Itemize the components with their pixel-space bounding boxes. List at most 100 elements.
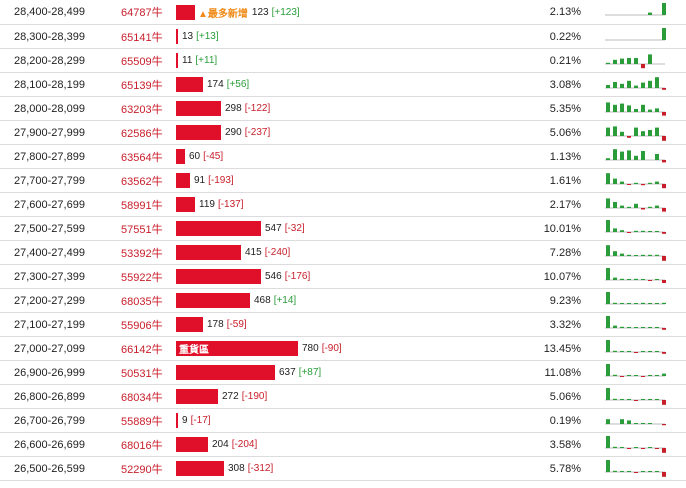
table-row[interactable]: 26,700-26,799 55889牛 9 [-17] 0.19% [0, 409, 686, 433]
warrant-lot[interactable]: 68035牛 [121, 295, 163, 308]
sparkline-bar [613, 178, 617, 184]
sparkline-bar [634, 446, 638, 448]
table-row[interactable]: 27,200-27,299 68035牛 468 [+14] 9.23% [0, 289, 686, 313]
table-row[interactable]: 27,000-27,099 66142牛 重貨區 780 [-90] 13.45% [0, 337, 686, 361]
sparkline-bar [620, 181, 624, 184]
table-row[interactable]: 27,800-27,899 63564牛 60 [-45] 1.13% [0, 145, 686, 169]
volume-change: [+13] [196, 31, 219, 42]
table-row[interactable]: 26,900-26,999 50531牛 637 [+87] 11.08% [0, 361, 686, 385]
sparkline-bar [662, 302, 666, 304]
sparkline-bar [627, 135, 631, 138]
share-percent: 1.61% [549, 174, 581, 187]
sparkline-bar [662, 351, 666, 354]
table-row[interactable]: 28,400-28,499 64787牛 ▲最多新增 123 [+123] 2.13% [0, 0, 686, 25]
sparkline-bar [648, 374, 652, 376]
sparkline-bar [662, 423, 666, 425]
volume-bar-cell: 546 [-176] [176, 265, 536, 288]
sparkline-bar [655, 181, 659, 184]
volume-count: 13 [182, 31, 194, 42]
sparkline-bar [662, 231, 666, 234]
warrant-lot[interactable]: 53392牛 [121, 247, 163, 260]
volume-change: [-32] [284, 223, 305, 234]
warrant-lot[interactable]: 65509牛 [121, 55, 163, 68]
warrant-lot[interactable]: 63562牛 [121, 175, 163, 188]
table-row[interactable]: 27,600-27,699 58991牛 119 [-137] 2.17% [0, 193, 686, 217]
volume-count: 637 [279, 367, 296, 378]
table-row[interactable]: 27,700-27,799 63562牛 91 [-193] 1.61% [0, 169, 686, 193]
warrant-lot[interactable]: 52290牛 [121, 463, 163, 476]
sparkline-bar [648, 302, 652, 304]
volume-change: [-17] [190, 415, 211, 426]
sparkline-bar [641, 278, 645, 280]
sparkline-bar [634, 203, 638, 208]
sparkline-bar [641, 470, 645, 472]
sparkline-bar [613, 374, 617, 376]
warrant-lot[interactable]: 64787牛 [121, 7, 163, 19]
warrant-lot[interactable]: 55922牛 [121, 271, 163, 284]
warrant-lot[interactable]: 63564牛 [121, 151, 163, 164]
table-row[interactable]: 26,800-26,899 68034牛 272 [-190] 5.06% [0, 385, 686, 409]
table-row[interactable]: 27,500-27,599 57551牛 547 [-32] 10.01% [0, 217, 686, 241]
sparkline-bar [655, 374, 659, 376]
volume-change: [-193] [208, 175, 234, 186]
sparkline-bar [662, 87, 666, 90]
sparkline-bar [648, 12, 652, 15]
warrant-lot[interactable]: 68034牛 [121, 391, 163, 404]
table-row[interactable]: 28,000-28,099 63203牛 298 [-122] 5.35% [0, 97, 686, 121]
table-row[interactable]: 26,600-26,699 68016牛 204 [-204] 3.58% [0, 433, 686, 457]
warrant-lot[interactable]: 55906牛 [121, 319, 163, 332]
table-row[interactable]: 28,100-28,199 65139牛 174 [+56] 3.08% [0, 73, 686, 97]
sparkline-bar [606, 363, 610, 376]
volume-bar [176, 365, 275, 380]
table-row[interactable]: 27,900-27,999 62586牛 290 [-237] 5.06% [0, 121, 686, 145]
sparkline-bar [627, 350, 631, 352]
strike-range: 27,700-27,799 [14, 174, 85, 187]
sparkline-bar [620, 131, 624, 136]
share-percent: 11.08% [544, 366, 582, 379]
volume-change: [-45] [203, 151, 224, 162]
table-row[interactable]: 27,400-27,499 53392牛 415 [-240] 7.28% [0, 241, 686, 265]
sparkline-bar [627, 302, 631, 304]
sparkline-bar [613, 59, 617, 64]
volume-count: 60 [189, 151, 201, 162]
volume-bar-cell: 13 [+13] [176, 25, 536, 48]
warrant-lot[interactable]: 66142牛 [121, 343, 163, 356]
sparkline-bar [655, 230, 659, 232]
volume-bar-cell: 91 [-193] [176, 169, 536, 192]
strike-range: 27,000-27,099 [14, 342, 85, 355]
volume-bar-cell: ▲最多新增 123 [+123] [176, 0, 536, 24]
sparkline-bar [613, 302, 617, 304]
strike-range: 28,400-28,499 [14, 6, 85, 18]
volume-count: 298 [225, 103, 242, 114]
warrant-lot[interactable]: 63203牛 [121, 103, 163, 116]
volume-bar [176, 389, 218, 404]
warrant-lot[interactable]: 58991牛 [121, 199, 163, 212]
warrant-lot[interactable]: 62586牛 [121, 127, 163, 140]
sparkline-bar [641, 302, 645, 304]
trend-sparkline [605, 217, 667, 240]
warrant-lot[interactable]: 68016牛 [121, 439, 163, 452]
table-row[interactable]: 26,500-26,599 52290牛 308 [-312] 5.78% [0, 457, 686, 481]
warrant-lot[interactable]: 65141牛 [121, 31, 163, 44]
sparkline-bar [662, 183, 666, 188]
warrant-lot[interactable]: 55889牛 [121, 415, 163, 428]
table-row[interactable]: 27,100-27,199 55906牛 178 [-59] 3.32% [0, 313, 686, 337]
sparkline-bar [648, 206, 652, 208]
volume-count: 780 [302, 343, 319, 354]
table-row[interactable]: 27,300-27,399 55922牛 546 [-176] 10.07% [0, 265, 686, 289]
table-row[interactable]: 28,300-28,399 65141牛 13 [+13] 0.22% [0, 25, 686, 49]
warrant-lot[interactable]: 57551牛 [121, 223, 163, 236]
table-row[interactable]: 28,200-28,299 65509牛 11 [+11] 0.21% [0, 49, 686, 73]
sparkline-bar [613, 398, 617, 400]
sparkline-bar [634, 302, 638, 304]
sparkline-bar [620, 470, 624, 472]
volume-bar [176, 269, 261, 284]
warrant-lot[interactable]: 50531牛 [121, 367, 163, 380]
volume-count: 415 [245, 247, 262, 258]
volume-change: [-176] [284, 271, 311, 282]
sparkline-svg [605, 339, 666, 354]
sparkline-bar [606, 84, 610, 88]
volume-bar-cell: 119 [-137] [176, 193, 536, 216]
warrant-lot[interactable]: 65139牛 [121, 79, 163, 92]
trend-sparkline [605, 73, 667, 96]
